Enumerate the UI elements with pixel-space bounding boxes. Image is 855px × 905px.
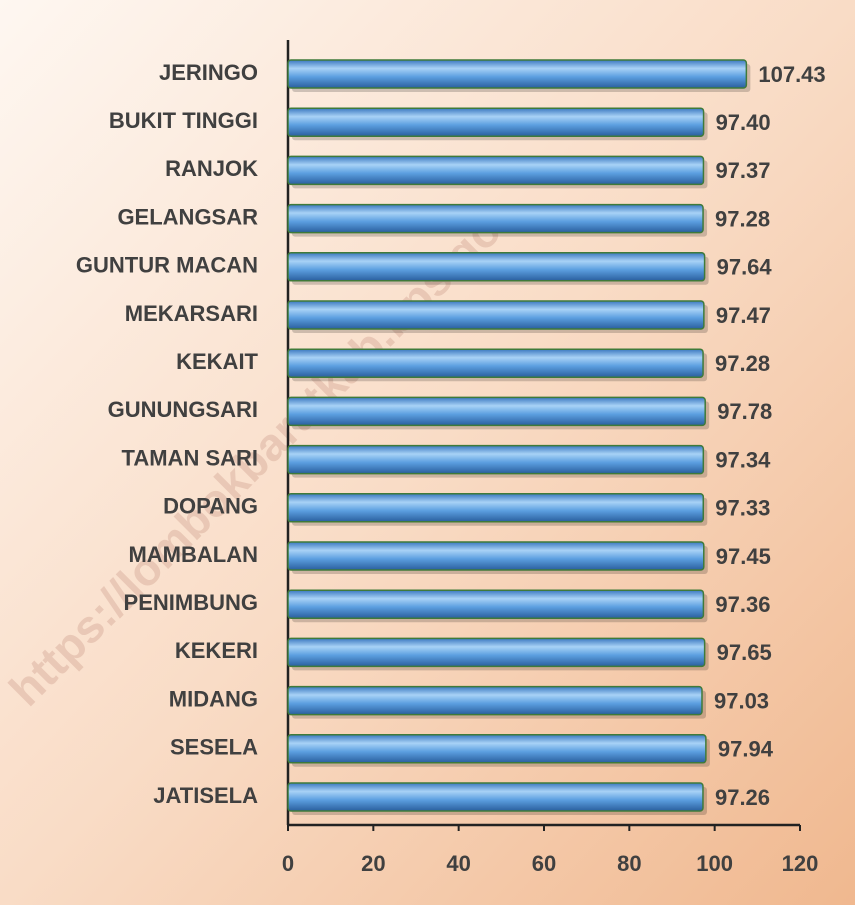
bar <box>287 589 705 619</box>
data-label: 97.34 <box>715 447 771 472</box>
data-label: 97.47 <box>716 303 771 328</box>
y-tick-label: GUNUNGSARI <box>108 397 258 422</box>
y-tick-label: JERINGO <box>159 60 258 85</box>
bar <box>287 252 706 282</box>
y-tick-label: TAMAN SARI <box>122 445 258 470</box>
data-label: 97.94 <box>718 737 774 762</box>
data-label: 97.26 <box>715 785 770 810</box>
data-label: 97.28 <box>715 351 770 376</box>
x-tick-label: 20 <box>361 851 385 876</box>
y-tick-label: DOPANG <box>163 494 258 519</box>
x-tick-label: 40 <box>446 851 470 876</box>
y-tick-label: SESELA <box>170 735 258 760</box>
bar <box>287 782 704 812</box>
bar <box>287 396 706 427</box>
y-tick-label: JATISELA <box>153 783 258 808</box>
data-label: 97.28 <box>715 206 770 231</box>
data-label: 97.40 <box>716 110 771 135</box>
data-label: 97.36 <box>715 592 770 617</box>
data-label: 97.37 <box>715 158 770 183</box>
y-tick-label: KEKAIT <box>176 349 258 374</box>
y-tick-label: KEKERI <box>175 638 258 663</box>
data-label: 97.65 <box>717 640 772 665</box>
x-tick-label: 60 <box>532 851 556 876</box>
x-tick-label: 120 <box>782 851 819 876</box>
bar <box>287 203 704 234</box>
x-tick-label: 80 <box>617 851 641 876</box>
bar <box>287 637 706 668</box>
bar <box>287 685 703 716</box>
data-label: 97.03 <box>714 688 769 713</box>
x-tick-label: 0 <box>282 851 294 876</box>
y-tick-label: GELANGSAR <box>117 204 258 229</box>
y-tick-label: BUKIT TINGGI <box>109 108 258 133</box>
y-tick-label: PENIMBUNG <box>124 590 258 615</box>
y-tick-label: MIDANG <box>169 686 258 711</box>
data-label: 97.33 <box>715 496 770 521</box>
bar <box>287 541 705 571</box>
bar <box>287 107 705 137</box>
bar <box>287 348 704 378</box>
y-tick-label: MEKARSARI <box>125 301 258 326</box>
bar <box>287 59 748 89</box>
data-label: 97.64 <box>717 255 773 280</box>
data-label: 97.45 <box>716 544 771 569</box>
data-label: 107.43 <box>758 62 825 87</box>
bar <box>287 444 705 475</box>
x-tick-label: 100 <box>696 851 733 876</box>
bar <box>287 734 707 764</box>
bar <box>287 155 705 186</box>
bar <box>287 300 705 330</box>
y-tick-label: RANJOK <box>165 156 258 181</box>
bar <box>287 493 705 523</box>
data-label: 97.78 <box>717 399 772 424</box>
y-tick-label: MAMBALAN <box>128 542 258 567</box>
y-tick-label: GUNTUR MACAN <box>76 253 258 278</box>
